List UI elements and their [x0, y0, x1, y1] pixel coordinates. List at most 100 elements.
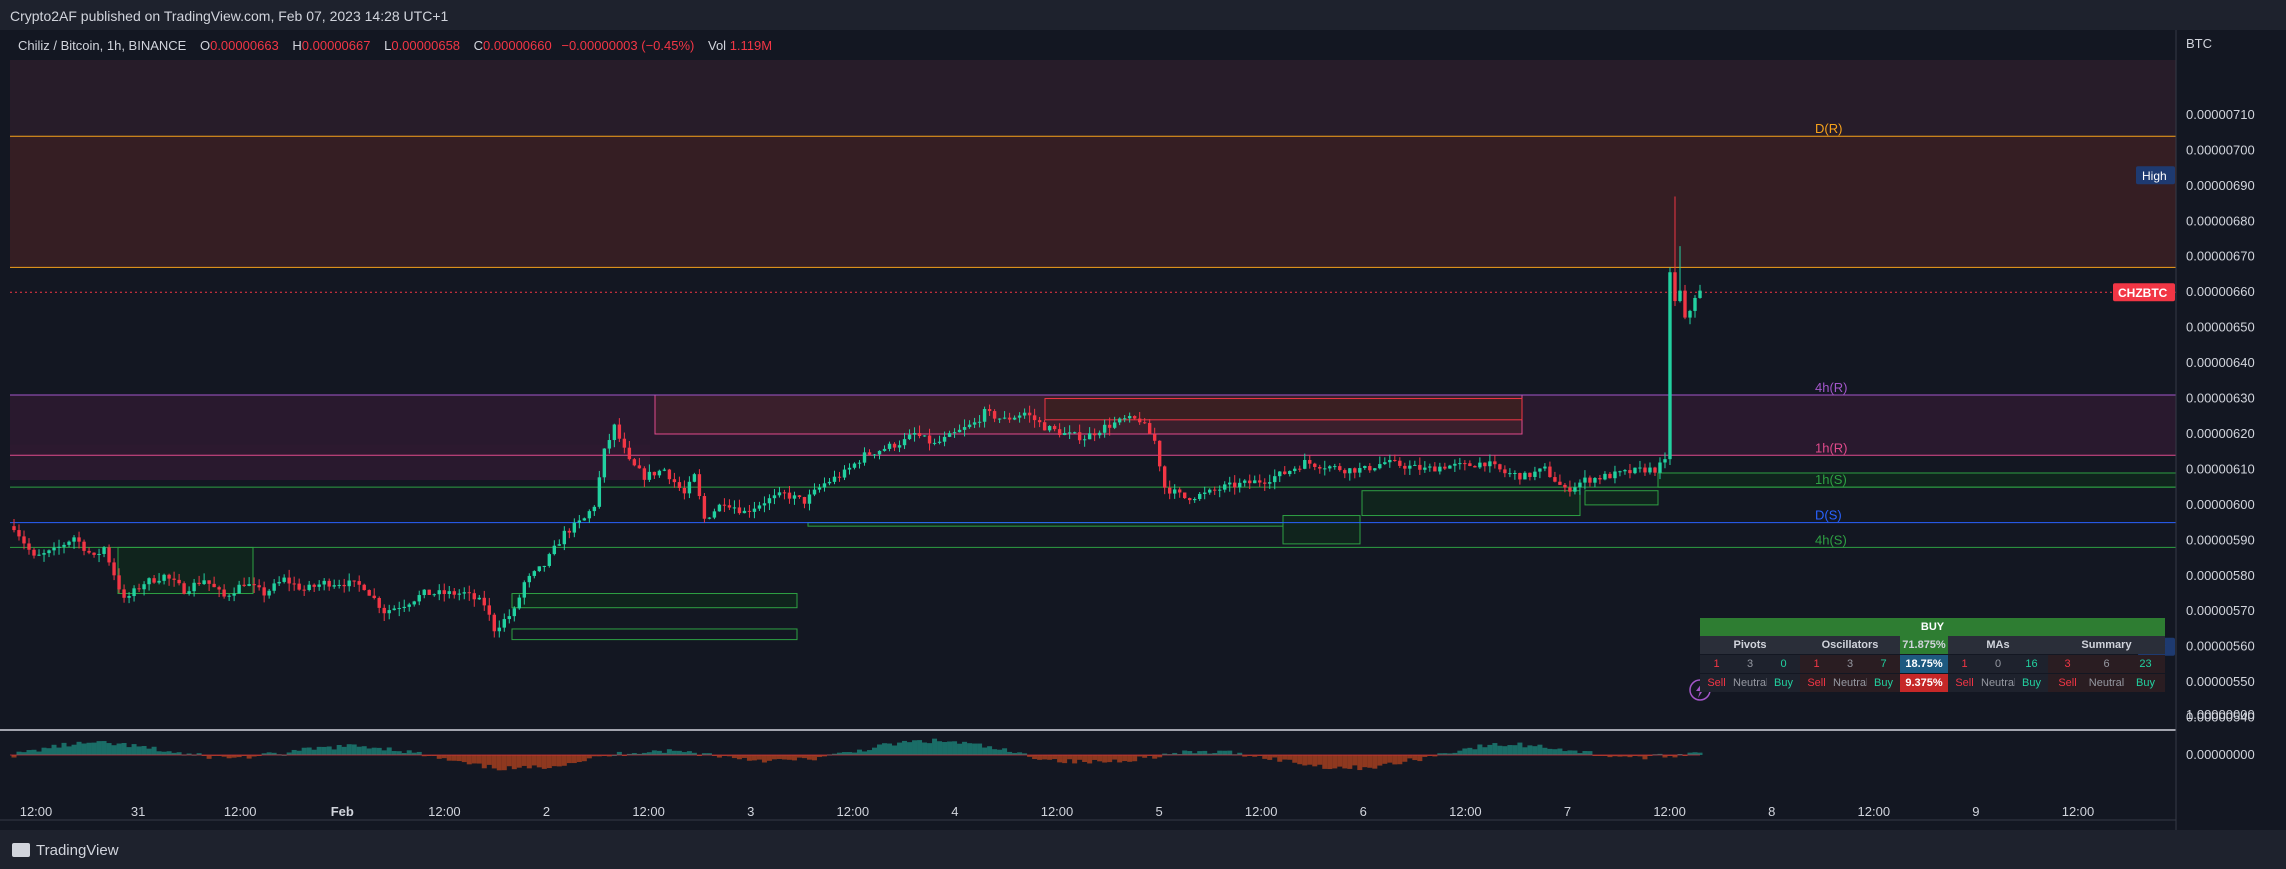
candle-body — [477, 597, 481, 600]
ta-label-1: Sell — [1700, 674, 1733, 692]
candle-body — [1603, 473, 1607, 480]
candle-body — [1343, 470, 1347, 474]
oscillator-bar — [381, 750, 387, 755]
oscillator-bar — [887, 743, 893, 755]
candle-body — [702, 496, 707, 519]
candle-body — [327, 580, 331, 587]
candle-body — [1598, 478, 1602, 480]
oscillator-bar — [1387, 755, 1393, 763]
oscillator-bar — [331, 749, 337, 755]
candle-body — [567, 530, 572, 533]
candle-body — [1398, 460, 1402, 466]
oscillator-bar — [1512, 745, 1518, 755]
candle-body — [1673, 272, 1677, 302]
time-tick-1: 12:00 — [20, 804, 53, 819]
oscillator-bar — [1152, 755, 1158, 759]
candle-body — [362, 584, 366, 591]
oscillator-bar — [917, 740, 923, 755]
oscillator-bar — [21, 752, 27, 755]
oscillator-bar — [336, 744, 342, 755]
candle-body — [542, 565, 547, 567]
candle-body — [1223, 484, 1227, 490]
candle-body — [1438, 466, 1442, 472]
candle-body — [197, 582, 201, 585]
candle-body — [1693, 297, 1697, 311]
candle-body — [1683, 290, 1687, 318]
oscillator-tick-1: 1.00000000 — [2186, 707, 2255, 722]
oscillator-bar — [1692, 752, 1698, 755]
ta-label-8: Sell — [1948, 674, 1981, 692]
candle-body — [857, 462, 862, 464]
oscillator-bar — [1322, 755, 1328, 769]
candle-body — [487, 605, 491, 615]
candle-body — [707, 517, 712, 519]
candle-body — [1623, 470, 1627, 472]
ta-label-4: Sell — [1800, 674, 1833, 692]
candle-body — [157, 580, 161, 583]
candle-body — [692, 474, 697, 482]
tradingview-logo[interactable]: TradingView — [12, 842, 119, 859]
oscillator-bar — [1397, 755, 1403, 765]
candle-body — [997, 418, 1002, 420]
oscillator-bar — [291, 749, 297, 755]
candle-body — [787, 492, 792, 499]
candle-body — [1588, 477, 1592, 483]
candle-body — [232, 593, 236, 596]
candle-body — [452, 591, 456, 595]
candle-body — [1248, 480, 1252, 484]
ta-label-6: Buy — [1867, 674, 1900, 692]
ta-counts-row: 1 3 0 1 3 7 18.75% 1 0 16 3 6 23 — [1700, 655, 2165, 673]
candle-body — [657, 470, 662, 476]
oscillator-bar — [541, 755, 547, 769]
price-tick-9: 0.00000630 — [2186, 391, 2255, 406]
oscillator-bar — [346, 744, 352, 755]
candle-body — [1142, 422, 1147, 424]
oscillator-bar — [776, 755, 782, 759]
open-label: O — [199, 38, 211, 53]
candle-body — [1228, 482, 1232, 485]
oscillator-bar — [1072, 755, 1078, 764]
oscillator-bar — [551, 755, 557, 767]
price-tick-18: 0.00000540 — [2186, 710, 2255, 725]
candle-body — [1243, 480, 1247, 483]
candle-body — [1112, 422, 1117, 428]
ta-label-12: Neutral — [2087, 674, 2126, 692]
oscillator-bar — [61, 742, 67, 755]
oscillator-bar — [41, 747, 47, 755]
candle-body — [1633, 467, 1637, 474]
oscillator-bar — [316, 746, 322, 755]
price-chart[interactable]: D(R) 4h(R) 1h(R) 1h(S) D(S) 4h(S) BTC 0.0000071… — [0, 30, 2286, 830]
support-box-2 — [511, 593, 798, 609]
ta-header-4: MAs — [1948, 636, 2048, 654]
oscillator-bar — [156, 751, 162, 755]
candle-body — [1428, 466, 1432, 468]
candle-body — [317, 584, 321, 587]
oscillator-bar — [271, 752, 277, 755]
oscillator-bar — [1342, 755, 1348, 769]
oscillator-bar — [1507, 745, 1513, 755]
candle-body — [1573, 487, 1577, 492]
candle-body — [782, 492, 787, 494]
candle-body — [937, 441, 942, 443]
oscillator-bar — [1282, 755, 1288, 760]
price-tick-13: 0.00000590 — [2186, 532, 2255, 547]
oscillator-bar — [361, 746, 367, 755]
oscillator-bar — [1467, 747, 1473, 755]
candle-body — [1203, 492, 1207, 494]
candle-body — [1508, 473, 1512, 475]
level-label-4: 1h(S) — [1815, 472, 1847, 487]
high-value: 0.00000667 — [301, 38, 371, 53]
low-label: L — [384, 38, 392, 53]
candle-body — [1303, 460, 1307, 469]
oscillator-bar — [796, 755, 802, 758]
candle-body — [1528, 472, 1532, 477]
oscillator-bar — [922, 742, 928, 755]
candle-body — [1648, 467, 1652, 473]
candle-body — [1338, 466, 1342, 471]
oscillator-bar — [396, 751, 402, 755]
candle-body — [87, 550, 91, 553]
oscillator-bar — [591, 755, 597, 757]
oscillator-bar — [171, 752, 177, 755]
candle-body — [1298, 468, 1302, 470]
candle-body — [427, 589, 431, 595]
